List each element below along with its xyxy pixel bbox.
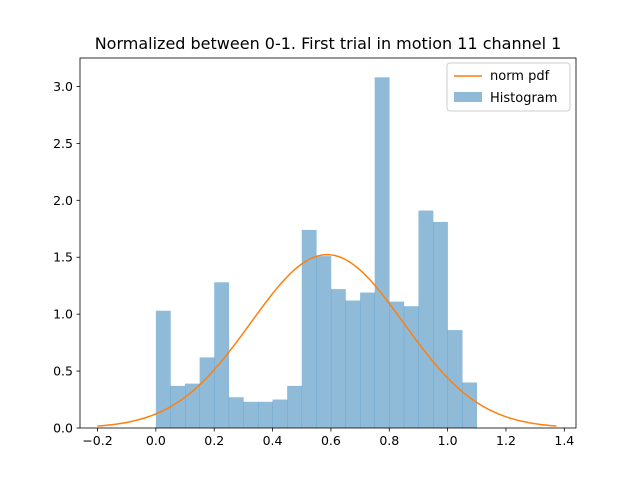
histogram-bar <box>243 401 259 428</box>
histogram-bar <box>330 289 346 428</box>
histogram-bars <box>155 77 478 428</box>
histogram-bar <box>374 77 390 428</box>
chart-title: Normalized between 0-1. First trial in m… <box>95 34 562 53</box>
x-tick-label: 0.4 <box>263 433 283 448</box>
x-tick-label: 1.4 <box>554 433 574 448</box>
x-tick-label: 0.2 <box>204 433 224 448</box>
histogram-bar <box>462 382 478 428</box>
histogram-bar <box>433 221 448 428</box>
histogram-bar <box>287 385 303 428</box>
histogram-bar <box>360 292 375 428</box>
histogram-bar <box>214 282 230 428</box>
plot-area: −0.2 0.0 0.2 0.4 0.6 0.8 1.0 1.2 1.4 0.0 0.5 1.0 1.… <box>53 57 577 448</box>
axes-frame <box>79 57 577 429</box>
histogram-bar <box>345 300 361 428</box>
histogram-bar <box>257 401 273 428</box>
histogram-bar <box>418 210 434 428</box>
x-tick-label: 0.8 <box>379 433 399 448</box>
histogram-bar <box>389 301 405 428</box>
x-tick-label: 1.0 <box>438 433 458 448</box>
y-tick-label: 0.0 <box>53 421 73 436</box>
histogram-bar <box>403 306 419 428</box>
x-axis-ticks: −0.2 0.0 0.2 0.4 0.6 0.8 1.0 1.2 1.4 <box>82 428 574 448</box>
histogram-bar <box>199 357 215 428</box>
y-tick-label: 2.0 <box>53 193 73 208</box>
histogram-bar <box>272 399 288 428</box>
y-tick-label: 3.0 <box>53 79 73 94</box>
histogram-bar <box>447 330 463 428</box>
y-tick-label: 1.0 <box>53 307 73 322</box>
histogram-bar <box>228 397 244 428</box>
x-tick-label: 1.2 <box>496 433 516 448</box>
histogram-bar <box>316 256 332 428</box>
y-axis-ticks: 0.0 0.5 1.0 1.5 2.0 2.5 3.0 <box>53 79 80 436</box>
legend-histogram-swatch <box>454 92 482 102</box>
legend-norm-pdf-label: norm pdf <box>490 69 550 84</box>
histogram-bar <box>301 229 317 428</box>
legend-histogram-label: Histogram <box>490 91 557 106</box>
norm-pdf-line <box>97 253 557 427</box>
y-tick-label: 2.5 <box>53 136 73 151</box>
y-tick-label: 0.5 <box>53 364 73 379</box>
x-tick-label: −0.2 <box>82 433 112 448</box>
y-tick-label: 1.5 <box>53 250 73 265</box>
x-tick-label: 0.6 <box>321 433 341 448</box>
x-tick-label: 0.0 <box>146 433 166 448</box>
histogram-bar <box>170 385 186 428</box>
histogram-bar <box>155 310 171 428</box>
legend: norm pdf Histogram <box>446 62 571 112</box>
